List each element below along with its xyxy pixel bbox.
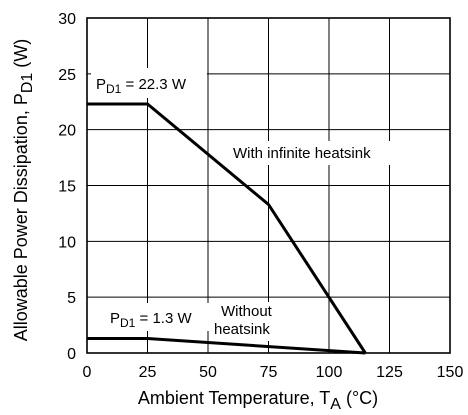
pd1-223-sub: D1 bbox=[106, 82, 122, 96]
pd1-223-value: = 22.3 W bbox=[121, 76, 186, 93]
without-heatsink-label-background bbox=[213, 302, 290, 341]
without-heatsink-line1: Without bbox=[221, 303, 273, 320]
without-heatsink-label: Without heatsink bbox=[214, 303, 276, 338]
series-layer bbox=[87, 102, 367, 355]
pd1-223-prefix: P bbox=[96, 76, 106, 93]
y-tick-label-0: 0 bbox=[67, 346, 76, 363]
pd1-13-prefix: P bbox=[110, 310, 120, 327]
x-tick-labels: 0 25 50 75 100 125 150 bbox=[83, 364, 464, 381]
x-axis-title: Ambient Temperature, TA (°C) bbox=[138, 388, 378, 413]
y-tick-label-4: 20 bbox=[58, 123, 76, 140]
pd1-13-sub: D1 bbox=[120, 316, 136, 330]
x-tick-label-1: 25 bbox=[139, 364, 157, 381]
x-tick-label-6: 150 bbox=[437, 364, 464, 381]
y-axis-title: Allowable Power Dissipation, PD1 (W) bbox=[11, 39, 36, 342]
pd1-13-label: PD1 = 1.3 W bbox=[110, 310, 192, 330]
y-tick-label-2: 10 bbox=[58, 234, 76, 251]
x-tick-label-3: 75 bbox=[260, 364, 278, 381]
y-axis-title-sub: D1 bbox=[19, 73, 36, 94]
pd1-223-label: PD1 = 22.3 W bbox=[96, 76, 187, 96]
pd1-223-label-background bbox=[91, 68, 207, 98]
series-line-without-heatsink bbox=[87, 336, 366, 355]
pd1-13-label-background bbox=[106, 303, 210, 331]
x-tick-label-5: 125 bbox=[376, 364, 403, 381]
x-tick-label-2: 50 bbox=[199, 364, 217, 381]
x-tick-label-0: 0 bbox=[83, 364, 92, 381]
y-tick-label-6: 30 bbox=[58, 11, 76, 28]
pd1-13-value: = 1.3 W bbox=[135, 310, 192, 327]
x-tick-label-4: 100 bbox=[316, 364, 343, 381]
y-tick-labels: 0 5 10 15 20 25 30 bbox=[58, 11, 76, 363]
x-axis-title-sub: A bbox=[330, 396, 341, 413]
infinite-heatsink-label: With infinite heatsink bbox=[233, 145, 371, 162]
without-heatsink-line2: heatsink bbox=[214, 321, 270, 338]
x-axis-title-main: Ambient Temperature, T bbox=[138, 388, 330, 408]
infinite-heatsink-label-background bbox=[229, 141, 436, 165]
y-tick-label-5: 25 bbox=[58, 67, 76, 84]
plot-frame bbox=[86, 17, 451, 354]
y-tick-label-3: 15 bbox=[58, 179, 76, 196]
series-line-with-infinite-heatsink bbox=[87, 102, 367, 354]
y-tick-label-1: 5 bbox=[67, 290, 76, 307]
y-axis-title-unit: (W) bbox=[11, 39, 31, 73]
y-axis-title-main: Allowable Power Dissipation, P bbox=[11, 93, 31, 341]
x-axis-title-unit: (°C) bbox=[341, 388, 378, 408]
